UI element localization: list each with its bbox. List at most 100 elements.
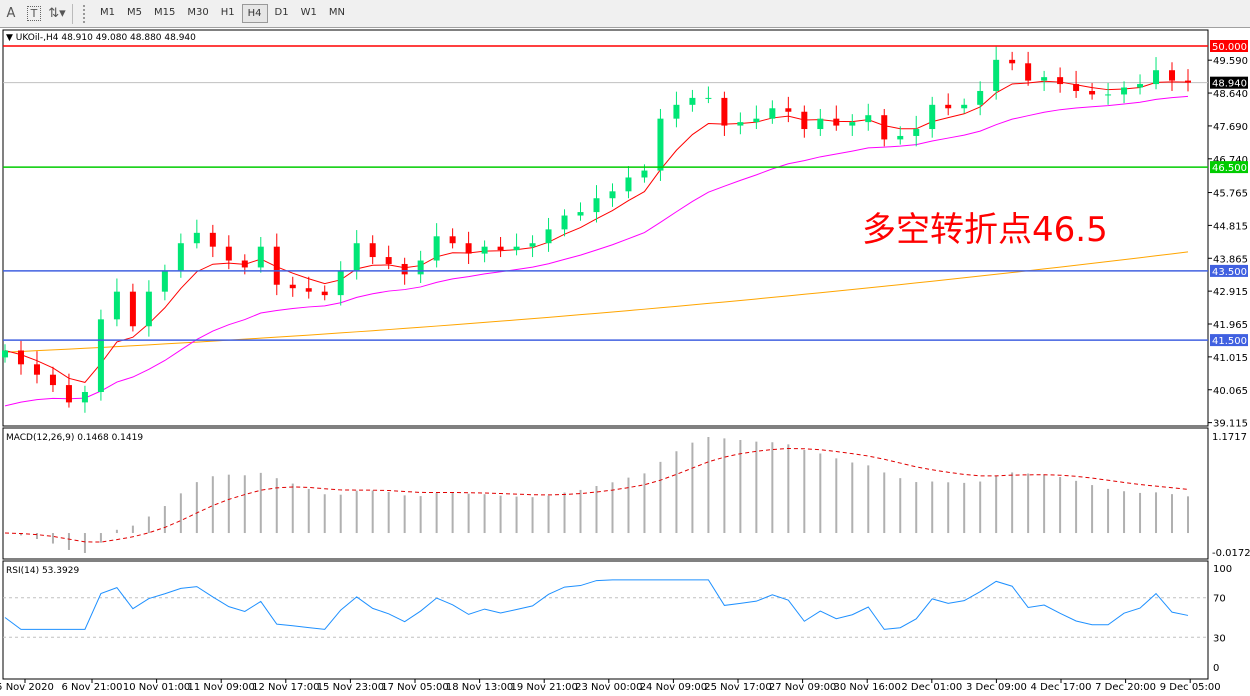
time-label: 25 Nov 17:00 — [704, 682, 771, 693]
candle-body — [417, 260, 424, 275]
candle-body — [657, 118, 664, 171]
candle-body — [721, 97, 728, 126]
candle-body — [641, 170, 648, 178]
candle-body — [17, 350, 24, 365]
symbol-info: UKOil-,H4 48.910 49.080 48.880 48.940 — [15, 33, 196, 43]
candle-body — [433, 236, 440, 261]
price-tick-label: 40.065 — [1213, 386, 1248, 397]
candle-body — [545, 229, 552, 244]
candle-body — [449, 236, 456, 244]
text-box-icon[interactable]: T — [27, 6, 41, 21]
time-label: 11 Nov 09:00 — [187, 682, 254, 693]
rsi-tick-label: 30 — [1213, 633, 1226, 644]
candle-body — [529, 243, 536, 247]
macd-info: MACD(12,26,9) 0.1468 0.1419 — [6, 433, 144, 443]
candle-body — [785, 108, 792, 112]
timeframe-m15[interactable]: M15 — [154, 7, 176, 18]
candle-body — [561, 215, 568, 230]
candle-body — [33, 364, 40, 375]
candle-body — [609, 191, 616, 199]
candle-body — [673, 104, 680, 119]
timeframe-w1[interactable]: W1 — [300, 7, 317, 18]
price-tick-label: 44.815 — [1213, 221, 1248, 232]
candle-body — [273, 246, 280, 285]
rsi-tick-label: 0 — [1213, 663, 1219, 674]
time-label: 7 Dec 20:00 — [1095, 682, 1156, 693]
candle-body — [401, 263, 408, 275]
candle-body — [753, 118, 760, 123]
price-tick-label: 41.015 — [1213, 353, 1248, 364]
timeframe-m5[interactable]: M5 — [127, 7, 142, 18]
candle-body — [1041, 77, 1048, 81]
candle-body — [465, 243, 472, 254]
rsi-tick-label: 100 — [1213, 564, 1232, 575]
candle-body — [593, 198, 600, 213]
rsi-line — [4, 579, 1189, 630]
time-label: 3 Dec 09:00 — [966, 682, 1027, 693]
candle-body — [1185, 80, 1191, 83]
text-icon[interactable]: A — [6, 6, 16, 21]
divider — [72, 3, 73, 24]
candle-body — [833, 118, 840, 126]
time-label: 6 Nov 21:00 — [61, 682, 122, 693]
time-label: 10 Nov 01:00 — [123, 682, 190, 693]
candle-body — [961, 104, 968, 109]
candle-body — [929, 104, 936, 130]
time-label: 23 Nov 00:00 — [575, 682, 642, 693]
annotation-text: 多空转折点46.5 — [862, 210, 1108, 250]
timeframe-m30[interactable]: M30 — [187, 7, 209, 18]
macd-top-label: 1.1717 — [1212, 432, 1247, 443]
price-tick-label: 42.915 — [1213, 287, 1248, 298]
time-label: 4 Dec 17:00 — [1031, 682, 1092, 693]
ma-long-line — [4, 251, 1189, 353]
arrows-icon[interactable]: ⇅▾ — [48, 6, 66, 21]
candle-body — [353, 243, 360, 271]
candle-body — [1137, 84, 1144, 88]
price-tick-label: 45.765 — [1213, 189, 1248, 200]
level-tag — [1210, 264, 1248, 277]
timeframe-mn[interactable]: MN — [328, 7, 345, 18]
candle-body — [193, 232, 200, 244]
time-label: 2 Dec 01:00 — [901, 682, 962, 693]
level-tag — [1210, 334, 1248, 347]
candle-body — [737, 122, 744, 126]
candle-body — [865, 115, 872, 123]
candle-body — [337, 270, 344, 296]
candle-body — [1057, 77, 1064, 85]
candle-body — [161, 270, 168, 292]
chart-info: ▼ UKOil-,H4 48.910 49.080 48.880 48.940 — [6, 33, 196, 43]
ma-mid-line — [4, 95, 1189, 407]
candle-body — [913, 129, 920, 136]
candle-body — [497, 246, 504, 251]
candle-body — [1153, 70, 1160, 85]
candle-body — [209, 232, 216, 247]
candle-body — [241, 260, 248, 268]
time-label: 30 Nov 16:00 — [833, 682, 900, 693]
price-tick-label: 47.690 — [1213, 122, 1248, 133]
toolbar-grip[interactable] — [83, 4, 88, 23]
timeframe-m1[interactable]: M1 — [100, 7, 115, 18]
candle-body — [81, 392, 88, 403]
time-label: 5 Nov 2020 — [0, 682, 54, 693]
candle-body — [369, 243, 376, 258]
candle-body — [817, 118, 824, 130]
level-tag — [1210, 161, 1248, 174]
price-tick-label: 46.740 — [1213, 155, 1248, 166]
time-label: 27 Nov 09:00 — [769, 682, 836, 693]
level-label: 43.500 — [1212, 267, 1247, 278]
candle-body — [769, 108, 776, 119]
candle-body — [849, 122, 856, 126]
price-tick-label: 49.590 — [1213, 56, 1248, 67]
candle-body — [801, 111, 808, 130]
timeframe-h4[interactable]: H4 — [241, 4, 268, 23]
timeframe-h1[interactable]: H1 — [220, 7, 235, 18]
candle-body — [97, 319, 104, 392]
price-tick-label: 43.865 — [1213, 254, 1248, 265]
candle-body — [1089, 90, 1096, 95]
candle-body — [513, 246, 520, 251]
ma-fast-line — [4, 80, 1189, 383]
time-label: 17 Nov 05:00 — [381, 682, 448, 693]
timeframe-d1[interactable]: D1 — [274, 7, 289, 18]
time-label: 9 Dec 05:00 — [1160, 682, 1221, 693]
